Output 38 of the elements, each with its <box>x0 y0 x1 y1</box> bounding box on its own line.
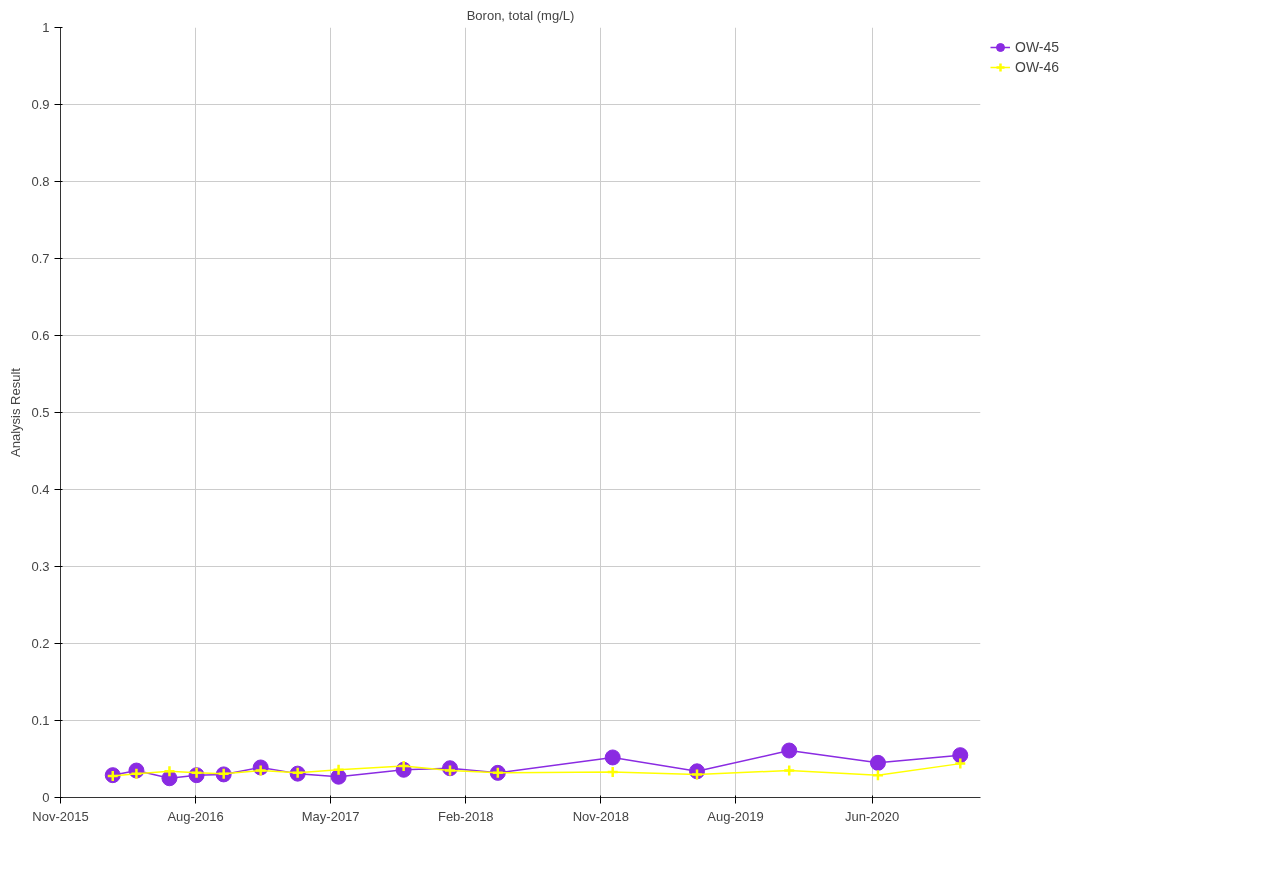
point <box>254 764 267 777</box>
y-tick-label: 0.5 <box>31 405 50 420</box>
legend-label: OW-45 <box>1015 39 1060 55</box>
y-tick-label: 0.4 <box>31 482 50 497</box>
x-tick-label: Aug-2019 <box>707 808 764 824</box>
point <box>871 768 885 782</box>
point <box>606 765 619 779</box>
x-tick-label: Aug-2016 <box>167 808 224 824</box>
x-tick-label: Feb-2018 <box>437 808 494 824</box>
y-tick-label: 0.6 <box>31 328 50 343</box>
point <box>604 749 621 766</box>
point <box>782 764 796 777</box>
x-tick-label: Nov-2015 <box>32 808 89 824</box>
chart-title: Boron, total (mg/L) <box>466 7 575 23</box>
y-tick-label: 0.2 <box>31 636 50 651</box>
y-axis-title: Analysis Result <box>8 367 24 457</box>
y-tick-label: 0 <box>42 790 50 805</box>
x-tick-label: Jun-2020 <box>844 808 900 824</box>
legend-label: OW-46 <box>1015 59 1060 75</box>
point <box>954 757 967 770</box>
y-tick-label: 0.8 <box>31 174 50 189</box>
point <box>952 747 969 764</box>
y-tick-label: 1 <box>42 20 50 35</box>
y-tick-label: 0.7 <box>31 251 50 266</box>
point <box>332 763 345 777</box>
point <box>781 742 798 759</box>
point <box>163 765 176 778</box>
y-tick-label: 0.3 <box>31 559 50 574</box>
y-tick-label: 0.1 <box>31 713 50 728</box>
point <box>397 759 410 773</box>
point <box>869 754 886 771</box>
point <box>443 764 457 777</box>
point <box>690 768 704 781</box>
x-tick-label: Nov-2018 <box>572 808 630 824</box>
point <box>190 766 203 780</box>
x-tick-label: May-2017 <box>301 808 360 824</box>
point <box>130 767 143 780</box>
y-tick-label: 0.9 <box>31 97 50 112</box>
